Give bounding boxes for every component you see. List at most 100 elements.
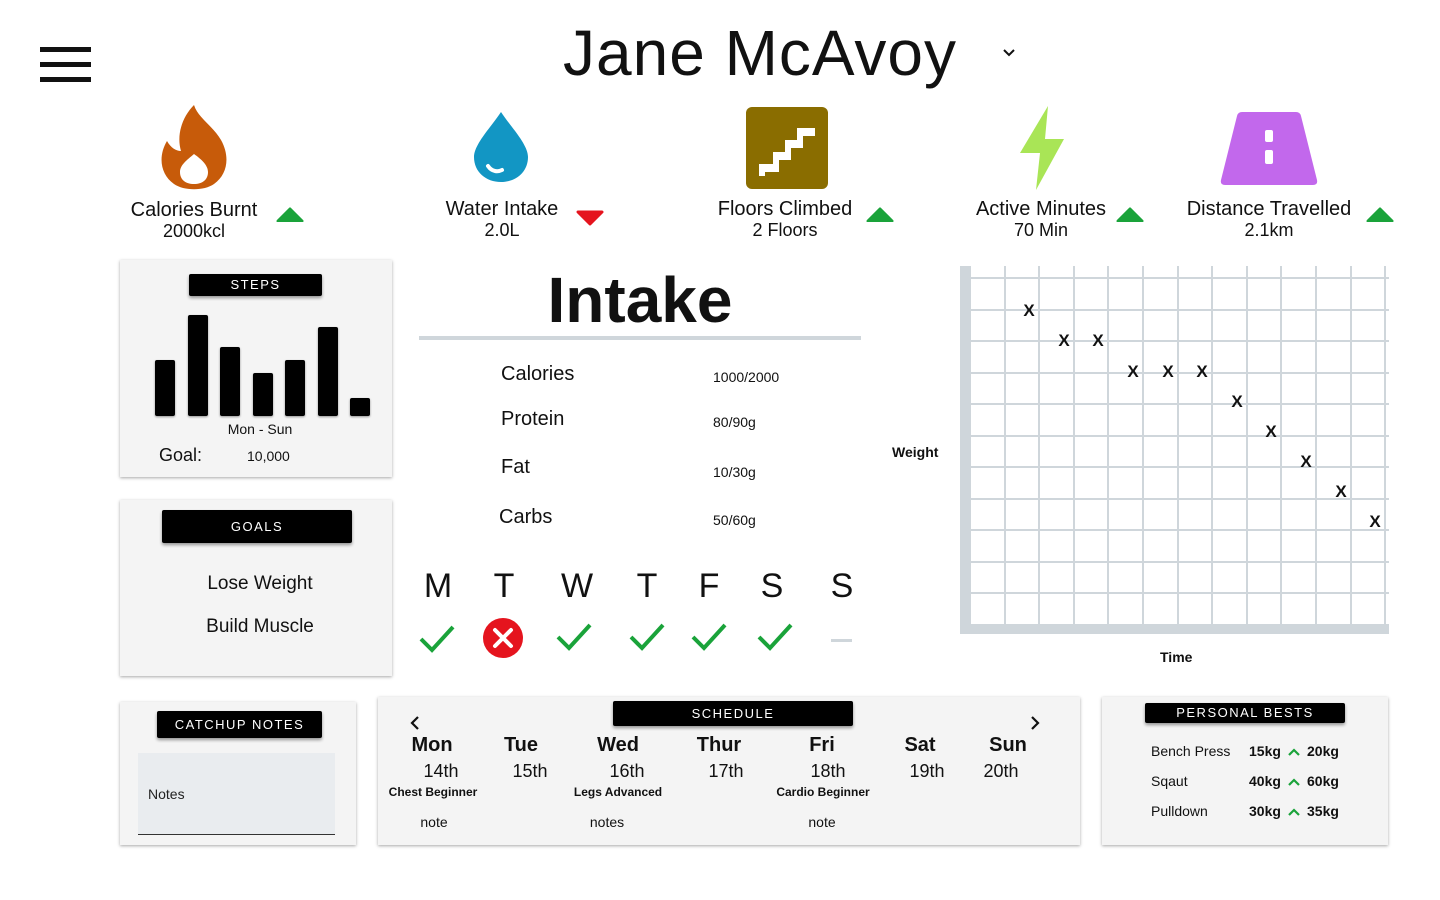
schedule-day-name[interactable]: Thur [696,734,742,756]
chart-gridline [1280,266,1282,628]
steps-bar [253,373,273,416]
steps-goal-value: 10,000 [247,448,290,464]
catchup-card: CATCHUP NOTES Notes [120,702,356,845]
chart-gridline [960,592,1389,594]
week-day-letter: F [698,567,720,605]
stat-floors: Floors Climbed 2 Floors [695,198,875,240]
stat-distance: Distance Travelled 2.1km [1179,198,1359,240]
intake-title: Intake [547,264,733,336]
user-name: Jane McAvoy [563,17,957,89]
schedule-day-name[interactable]: Mon [411,734,453,756]
chevron-left-icon[interactable] [408,715,422,731]
stat-value: 2.1km [1244,220,1294,240]
pb-previous: 15kg [1249,743,1281,759]
personal-bests-title: PERSONAL BESTS [1145,703,1345,723]
chart-point: X [1162,362,1174,381]
chart-y-label: Weight [892,444,939,460]
cross-circle-icon [483,618,523,658]
chevron-up-icon [1288,778,1300,786]
chart-gridline [1177,266,1179,628]
schedule-day-name[interactable]: Tue [503,734,539,756]
chevron-down-icon[interactable] [1000,44,1018,62]
check-icon [629,623,665,651]
schedule-day-name[interactable]: Sat [904,734,936,756]
flame-icon [157,104,231,190]
chart-point: X [1335,482,1347,501]
schedule-card: SCHEDULE Mon 14th Chest Beginner note Tu… [378,697,1080,845]
pb-previous: 30kg [1249,803,1281,819]
stat-active: Active Minutes 70 Min [951,198,1131,240]
chart-point: X [1023,301,1035,320]
chart-gridline [1107,266,1109,628]
chart-gridline [960,309,1389,311]
week-day-letter: T [636,567,658,605]
trend-down-icon [576,210,604,226]
stat-label: Floors Climbed [717,198,853,220]
chevron-right-icon[interactable] [1028,715,1042,731]
pb-current: 60kg [1307,773,1339,789]
check-icon [757,623,793,651]
goal-item: Build Muscle [206,616,314,637]
stat-calories: Calories Burnt 2000kcl [104,199,284,241]
trend-up-icon [276,207,304,222]
schedule-note: notes [589,814,625,830]
goals-card: GOALS Lose Weight Build Muscle [120,500,392,676]
chart-point: X [1369,512,1381,531]
chart-point: X [1231,392,1243,411]
schedule-day-date: 16th [609,761,645,781]
pb-current: 20kg [1307,743,1339,759]
stat-value: 70 Min [1013,220,1069,240]
check-icon [691,623,727,651]
stat-water: Water Intake 2.0L [412,198,592,240]
catchup-title: CATCHUP NOTES [157,711,322,738]
chevron-up-icon [1288,748,1300,756]
chart-points: X X X X X X X X X X X [960,266,1389,628]
week-day-letter: M [423,567,453,605]
chart-gridline [1384,266,1386,628]
chart-grid [960,266,1389,628]
schedule-workout: Legs Advanced [573,785,663,799]
chart-point: X [1265,422,1277,441]
trend-up-icon [1116,207,1144,222]
chart-gridline [960,529,1389,531]
schedule-workout: Cardio Beginner [776,785,870,799]
schedule-note: note [420,814,448,830]
chart-gridline [960,561,1389,563]
chart-gridline [1073,266,1075,628]
schedule-workout: Chest Beginner [388,785,478,799]
chart-gridline [1004,266,1006,628]
chart-gridline [1315,266,1317,628]
pb-previous: 40kg [1249,773,1281,789]
steps-bar [285,360,305,416]
schedule-day-date: 20th [983,761,1019,781]
intake-value: 10/30g [713,464,756,480]
menu-icon[interactable] [40,47,91,83]
stat-label: Calories Burnt [130,199,258,221]
goal-item: Lose Weight [207,573,313,594]
weight-chart: X X X X X X X X X X X [960,266,1389,634]
chart-gridline [960,340,1389,342]
schedule-day-name[interactable]: Fri [809,734,835,756]
steps-bar [318,327,338,416]
notes-placeholder: Notes [148,786,185,802]
steps-card: STEPS Mon - Sun Goal: 10,000 [120,260,392,477]
schedule-day-name[interactable]: Sun [989,734,1027,756]
schedule-day-name[interactable]: Wed [597,734,639,756]
notes-field[interactable]: Notes [138,753,335,835]
chart-gridline [960,466,1389,468]
chart-gridline [1211,266,1213,628]
goals-title: GOALS [162,510,352,543]
chart-point: X [1092,331,1104,350]
steps-bar [350,398,370,416]
stat-value: 2000kcl [162,221,226,241]
stairs-icon [745,106,829,190]
pending-dash-icon [831,639,852,642]
check-icon [419,625,455,653]
steps-title: STEPS [189,274,322,296]
chart-gridline [969,266,971,628]
chart-gridline [960,372,1389,374]
chart-point: X [1058,331,1070,350]
stat-label: Active Minutes [975,198,1107,220]
schedule-title: SCHEDULE [613,701,853,726]
chart-gridline [1142,266,1144,628]
